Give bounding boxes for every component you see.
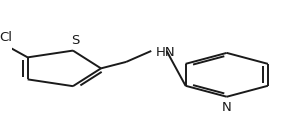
Text: S: S: [72, 34, 80, 47]
Text: HN: HN: [155, 46, 175, 59]
Text: Cl: Cl: [0, 31, 12, 45]
Text: N: N: [222, 101, 232, 114]
